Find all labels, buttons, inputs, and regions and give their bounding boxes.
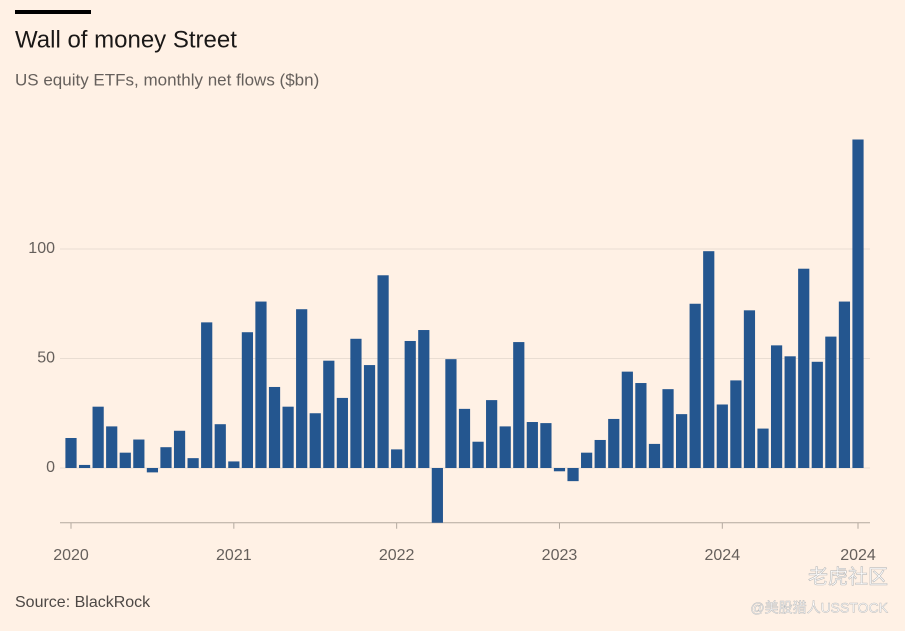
- bar: [499, 426, 511, 468]
- bar: [621, 371, 633, 468]
- y-tick-label: 0: [46, 459, 55, 476]
- title-rule: [15, 10, 91, 14]
- bar: [187, 458, 199, 468]
- bar: [608, 418, 620, 468]
- bar: [648, 443, 661, 468]
- x-tick-label: 2023: [542, 547, 578, 564]
- bar: [811, 361, 823, 468]
- bar: [553, 468, 566, 472]
- bar: [92, 406, 104, 468]
- bar: [146, 468, 159, 473]
- bar: [594, 439, 606, 468]
- bar: [228, 461, 240, 468]
- bar: [173, 430, 186, 468]
- x-tick-label: 2022: [379, 547, 415, 564]
- bar: [391, 449, 403, 468]
- bar: [160, 447, 172, 468]
- bar: [363, 365, 376, 468]
- bar: [513, 342, 525, 468]
- watermark: @美股猎人USSTOCK: [750, 600, 888, 616]
- bar: [350, 338, 362, 468]
- bar: [201, 322, 213, 468]
- bar: [255, 301, 267, 468]
- bar: [282, 406, 294, 468]
- bar: [689, 303, 701, 468]
- bar: [106, 426, 118, 468]
- bar: [703, 251, 715, 468]
- bar: [309, 413, 321, 468]
- bar: [581, 452, 593, 468]
- bar: [377, 275, 389, 468]
- bar: [716, 404, 728, 468]
- bar: [526, 422, 538, 468]
- bar: [214, 424, 226, 468]
- x-tick-label: 2024: [840, 547, 876, 564]
- chart-subtitle: US equity ETFs, monthly net flows ($bn): [15, 70, 319, 89]
- y-tick-label: 100: [28, 240, 55, 257]
- bar: [635, 383, 647, 468]
- x-tick-label: 2021: [216, 547, 252, 564]
- bar: [323, 360, 335, 468]
- bar: [78, 464, 91, 468]
- source: Source: BlackRock: [15, 594, 151, 611]
- bar: [770, 345, 783, 468]
- bar: [784, 356, 796, 468]
- bar: [268, 386, 281, 468]
- bar: [757, 428, 769, 468]
- bar: [798, 268, 810, 468]
- bar: [404, 340, 416, 468]
- bar: [445, 359, 457, 468]
- bar: [676, 414, 688, 468]
- watermark: 老虎社区: [808, 565, 888, 588]
- bar: [567, 468, 579, 482]
- bar: [486, 400, 498, 468]
- bar: [418, 330, 430, 468]
- bar: [241, 332, 253, 468]
- bar: [296, 309, 308, 468]
- bar: [662, 389, 674, 468]
- bar: [852, 139, 864, 468]
- bar: [730, 380, 742, 468]
- bar: [65, 437, 77, 468]
- x-tick-label: 2020: [53, 547, 89, 564]
- bar: [431, 468, 443, 523]
- bar: [119, 452, 131, 468]
- bar: [133, 439, 145, 468]
- chart-title: Wall of money Street: [15, 26, 237, 53]
- bar: [540, 423, 552, 468]
- bar: [336, 397, 348, 468]
- bar: [472, 441, 484, 468]
- bar: [825, 336, 837, 468]
- bar: [743, 310, 756, 468]
- bar: [458, 408, 471, 468]
- x-tick-label: 2024: [705, 547, 741, 564]
- bar: [838, 301, 851, 468]
- y-tick-label: 50: [37, 350, 55, 367]
